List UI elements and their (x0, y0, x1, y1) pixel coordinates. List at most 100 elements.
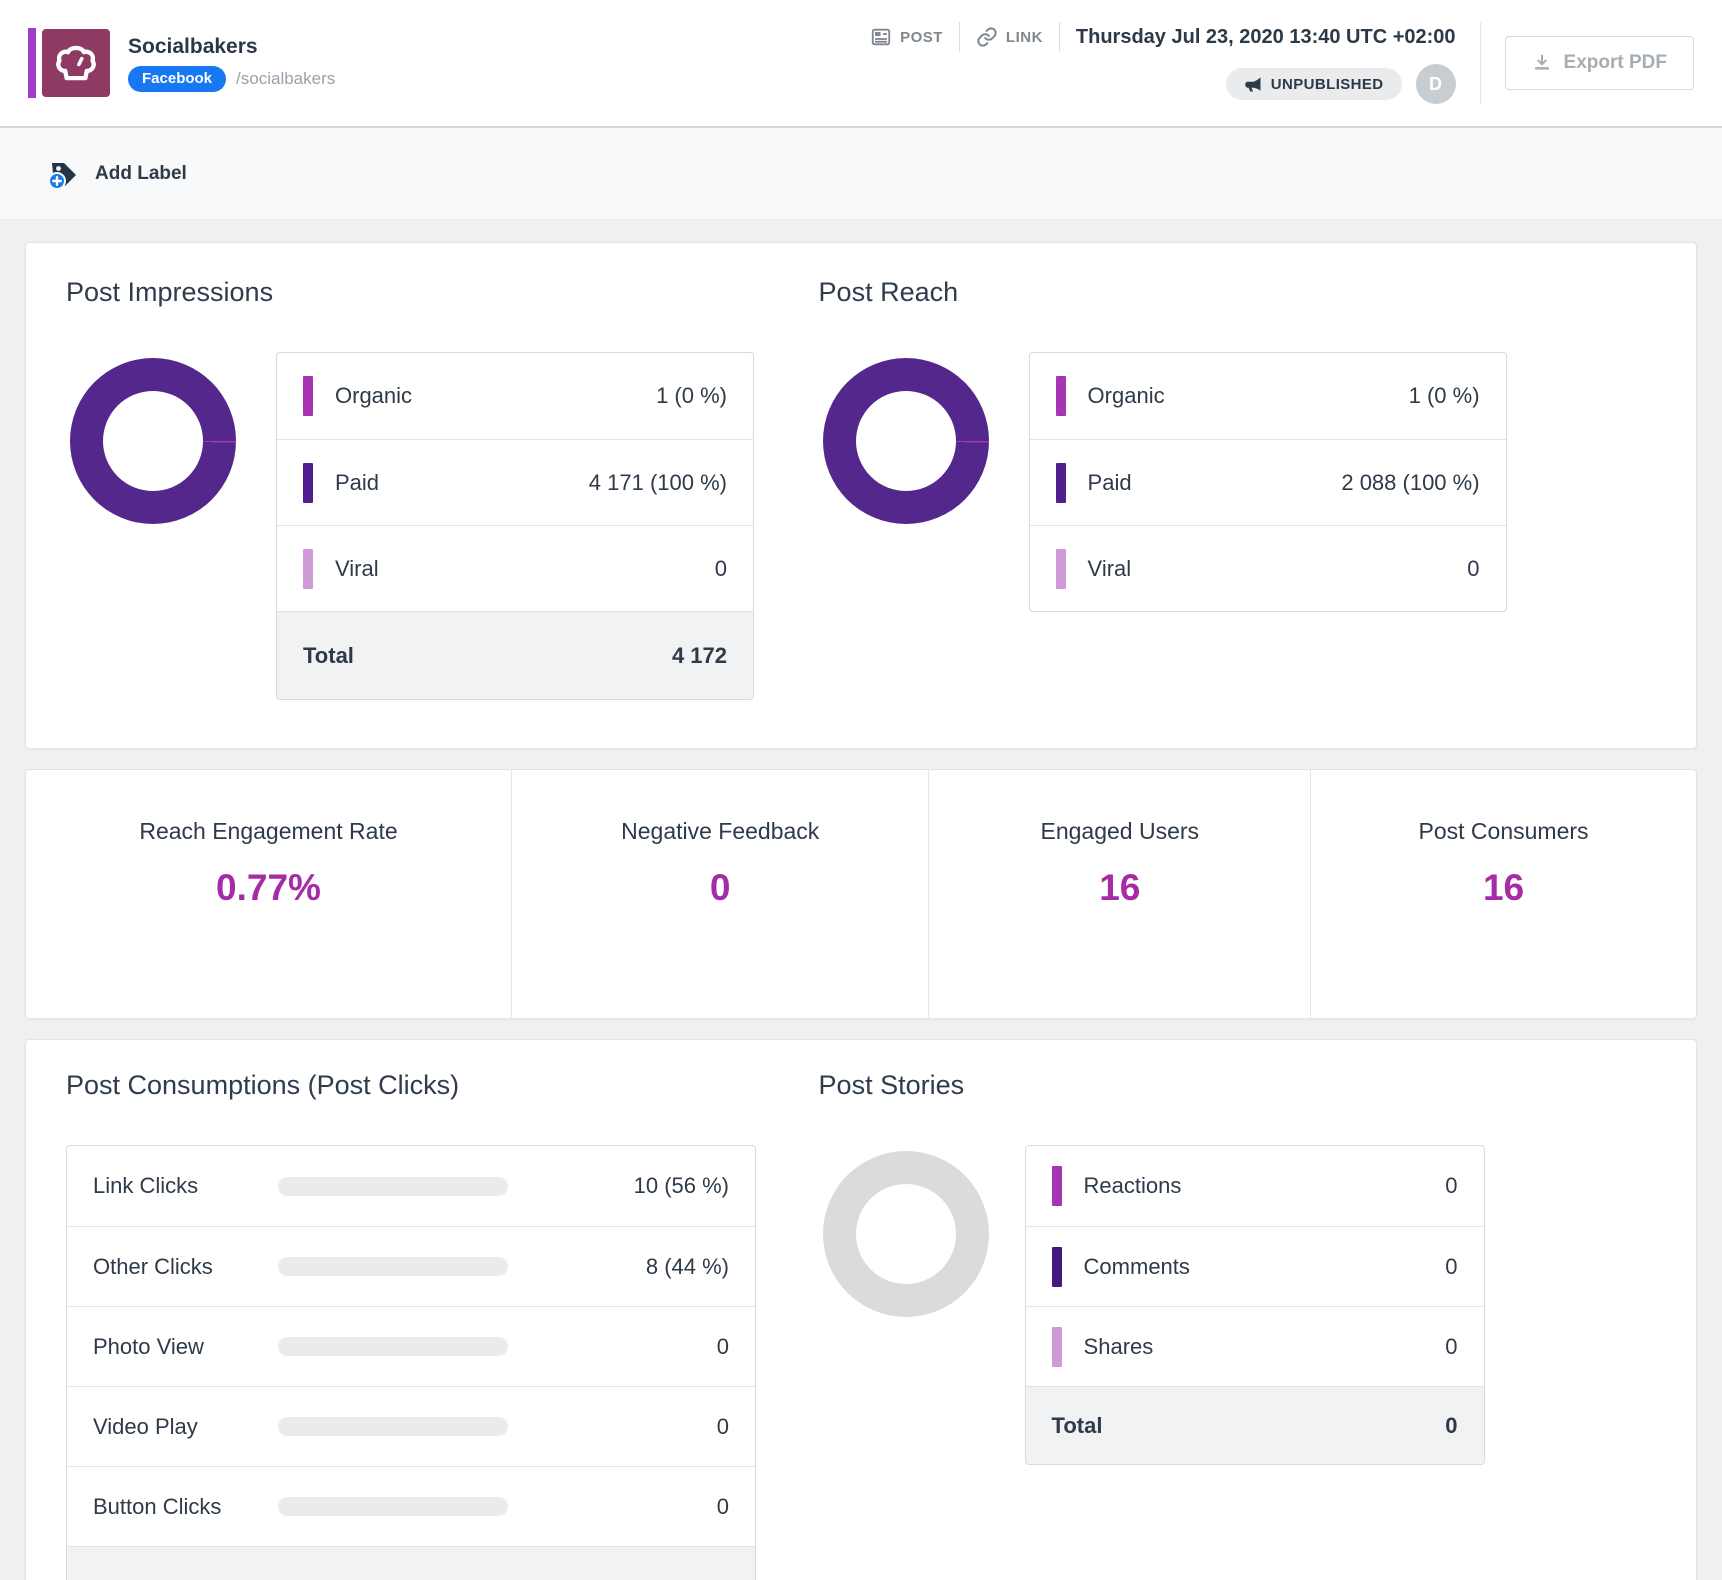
consumption-row-total-partial (67, 1546, 755, 1580)
profile-info: Socialbakers Facebook /socialbakers (128, 35, 335, 92)
post-icon (870, 26, 892, 48)
post-impressions-section: Post Impressions Organic 1 (0 %) Paid 4 … (26, 277, 803, 700)
legend-value: 2 088 (100 %) (1341, 469, 1480, 495)
tag-plus-icon (48, 158, 80, 190)
profile-brand: Socialbakers Facebook /socialbakers (28, 28, 870, 98)
consumption-row-button-clicks: Button Clicks 0 (67, 1466, 755, 1546)
row-label: Photo View (93, 1333, 204, 1359)
legend-value: 0 (1445, 1333, 1458, 1359)
kpi-metrics-row: Reach Engagement Rate 0.77% Negative Fee… (25, 769, 1697, 1019)
legend-value: 1 (0 %) (1408, 383, 1480, 408)
bar-track (278, 1417, 508, 1436)
legend-row-comments: Comments 0 (1025, 1226, 1484, 1306)
download-icon (1532, 53, 1552, 73)
legend-label: Comments (1083, 1253, 1190, 1279)
user-avatar[interactable]: D (1415, 64, 1456, 104)
metric-value: 0.77% (216, 867, 321, 908)
page-header: Socialbakers Facebook /socialbakers (0, 0, 1722, 128)
viral-marker (303, 548, 313, 589)
export-pdf-button[interactable]: Export PDF (1504, 36, 1694, 90)
organic-marker (303, 376, 313, 416)
legend-value: 1 (0 %) (656, 383, 727, 408)
post-stories-legend: Reactions 0 Comments 0 Shares 0 Tota (1024, 1145, 1485, 1465)
brand-accent-bar (28, 28, 36, 98)
viral-marker (1055, 548, 1066, 589)
legend-row-viral: Viral 0 (277, 525, 753, 611)
row-value: 0 (716, 1493, 729, 1519)
post-type-button[interactable]: POST (870, 26, 943, 48)
legend-row-total: Total 0 (1025, 1386, 1484, 1464)
metric-label: Reach Engagement Rate (139, 818, 398, 844)
legend-value: 0 (1445, 1173, 1458, 1198)
legend-label: Paid (335, 469, 380, 495)
row-label: Button Clicks (93, 1493, 222, 1519)
legend-label: Viral (1087, 555, 1132, 581)
legend-label: Viral (335, 555, 379, 581)
network-badge: Facebook (128, 65, 227, 92)
post-stories-donut-chart (822, 1151, 989, 1317)
row-value: 8 (44 %) (645, 1253, 729, 1279)
post-impressions-legend: Organic 1 (0 %) Paid 4 171 (100 %) Viral… (276, 352, 754, 700)
metric-negative-feedback: Negative Feedback 0 (512, 770, 930, 1018)
post-reach-legend: Organic 1 (0 %) Paid 2 088 (100 %) Viral… (1028, 352, 1507, 612)
post-consumptions-title: Post Consumptions (Post Clicks) (66, 1070, 460, 1100)
post-reach-title: Post Reach (818, 277, 959, 307)
row-value: 0 (716, 1413, 729, 1439)
row-label: Link Clicks (93, 1173, 199, 1198)
post-reach-section: Post Reach Organic 1 (0 %) Paid 2 088 (1… (803, 277, 1696, 700)
legend-value: 0 (1467, 555, 1480, 581)
legend-row-organic: Organic 1 (0 %) (277, 353, 753, 439)
legend-value: 4 171 (100 %) (588, 469, 727, 495)
legend-row-paid: Paid 2 088 (100 %) (1029, 439, 1506, 525)
total-label: Total (303, 642, 354, 668)
main-content: Post Impressions Organic 1 (0 %) Paid 4 … (0, 220, 1722, 1580)
reactions-marker (1051, 1166, 1062, 1206)
consumption-row-photo-view: Photo View 0 (67, 1306, 755, 1386)
metric-value: 16 (1482, 867, 1525, 908)
metric-engaged-users: Engaged Users 16 (929, 770, 1312, 1018)
consumption-row-link-clicks: Link Clicks 10 (56 %) (67, 1146, 755, 1226)
bar-track (278, 1497, 508, 1516)
row-label: Video Play (93, 1413, 198, 1439)
add-label-button[interactable]: Add Label (0, 128, 1722, 220)
link-button[interactable]: LINK (976, 26, 1043, 48)
legend-label: Shares (1083, 1333, 1154, 1359)
bar-track (278, 1176, 508, 1196)
metric-label: Engaged Users (1040, 818, 1200, 844)
legend-row-shares: Shares 0 (1025, 1306, 1484, 1386)
divider (1479, 22, 1481, 104)
total-label: Total (1051, 1412, 1103, 1438)
legend-label: Reactions (1083, 1173, 1182, 1198)
legend-value: 0 (714, 555, 727, 581)
legend-row-organic: Organic 1 (0 %) (1030, 353, 1506, 439)
consumption-row-video-play: Video Play 0 (67, 1386, 755, 1466)
post-consumptions-section: Post Consumptions (Post Clicks) Link Cli… (26, 1070, 803, 1580)
post-reach-donut-chart (822, 358, 989, 524)
post-datetime: Thursday Jul 23, 2020 13:40 UTC +02:00 (1075, 25, 1456, 48)
legend-row-total: Total 4 172 (277, 611, 753, 699)
divider (958, 22, 960, 52)
paid-marker (1055, 462, 1066, 503)
row-label: Other Clicks (93, 1253, 213, 1279)
consumption-row-other-clicks: Other Clicks 8 (44 %) (67, 1226, 755, 1306)
row-value: 0 (716, 1333, 729, 1359)
post-impressions-donut-chart (70, 358, 236, 524)
shares-marker (1051, 1326, 1062, 1367)
comments-marker (1051, 1246, 1062, 1287)
link-icon (976, 26, 998, 48)
divider (1058, 22, 1060, 52)
total-value: 0 (1445, 1412, 1458, 1438)
profile-avatar (42, 29, 110, 97)
metric-value: 0 (709, 867, 731, 908)
impressions-reach-card: Post Impressions Organic 1 (0 %) Paid 4 … (25, 242, 1697, 749)
consumptions-stories-card: Post Consumptions (Post Clicks) Link Cli… (25, 1039, 1697, 1580)
metric-post-consumers: Post Consumers 16 (1311, 770, 1696, 1018)
metric-label: Negative Feedback (621, 818, 820, 844)
post-label: POST (900, 28, 943, 46)
post-consumptions-table: Link Clicks 10 (56 %) Other Clicks 8 (44… (66, 1145, 756, 1580)
page-title: Socialbakers (128, 34, 258, 58)
bar-track (278, 1257, 508, 1276)
add-label-text: Add Label (95, 162, 187, 184)
post-stories-title: Post Stories (818, 1070, 965, 1100)
legend-label: Organic (335, 383, 413, 408)
